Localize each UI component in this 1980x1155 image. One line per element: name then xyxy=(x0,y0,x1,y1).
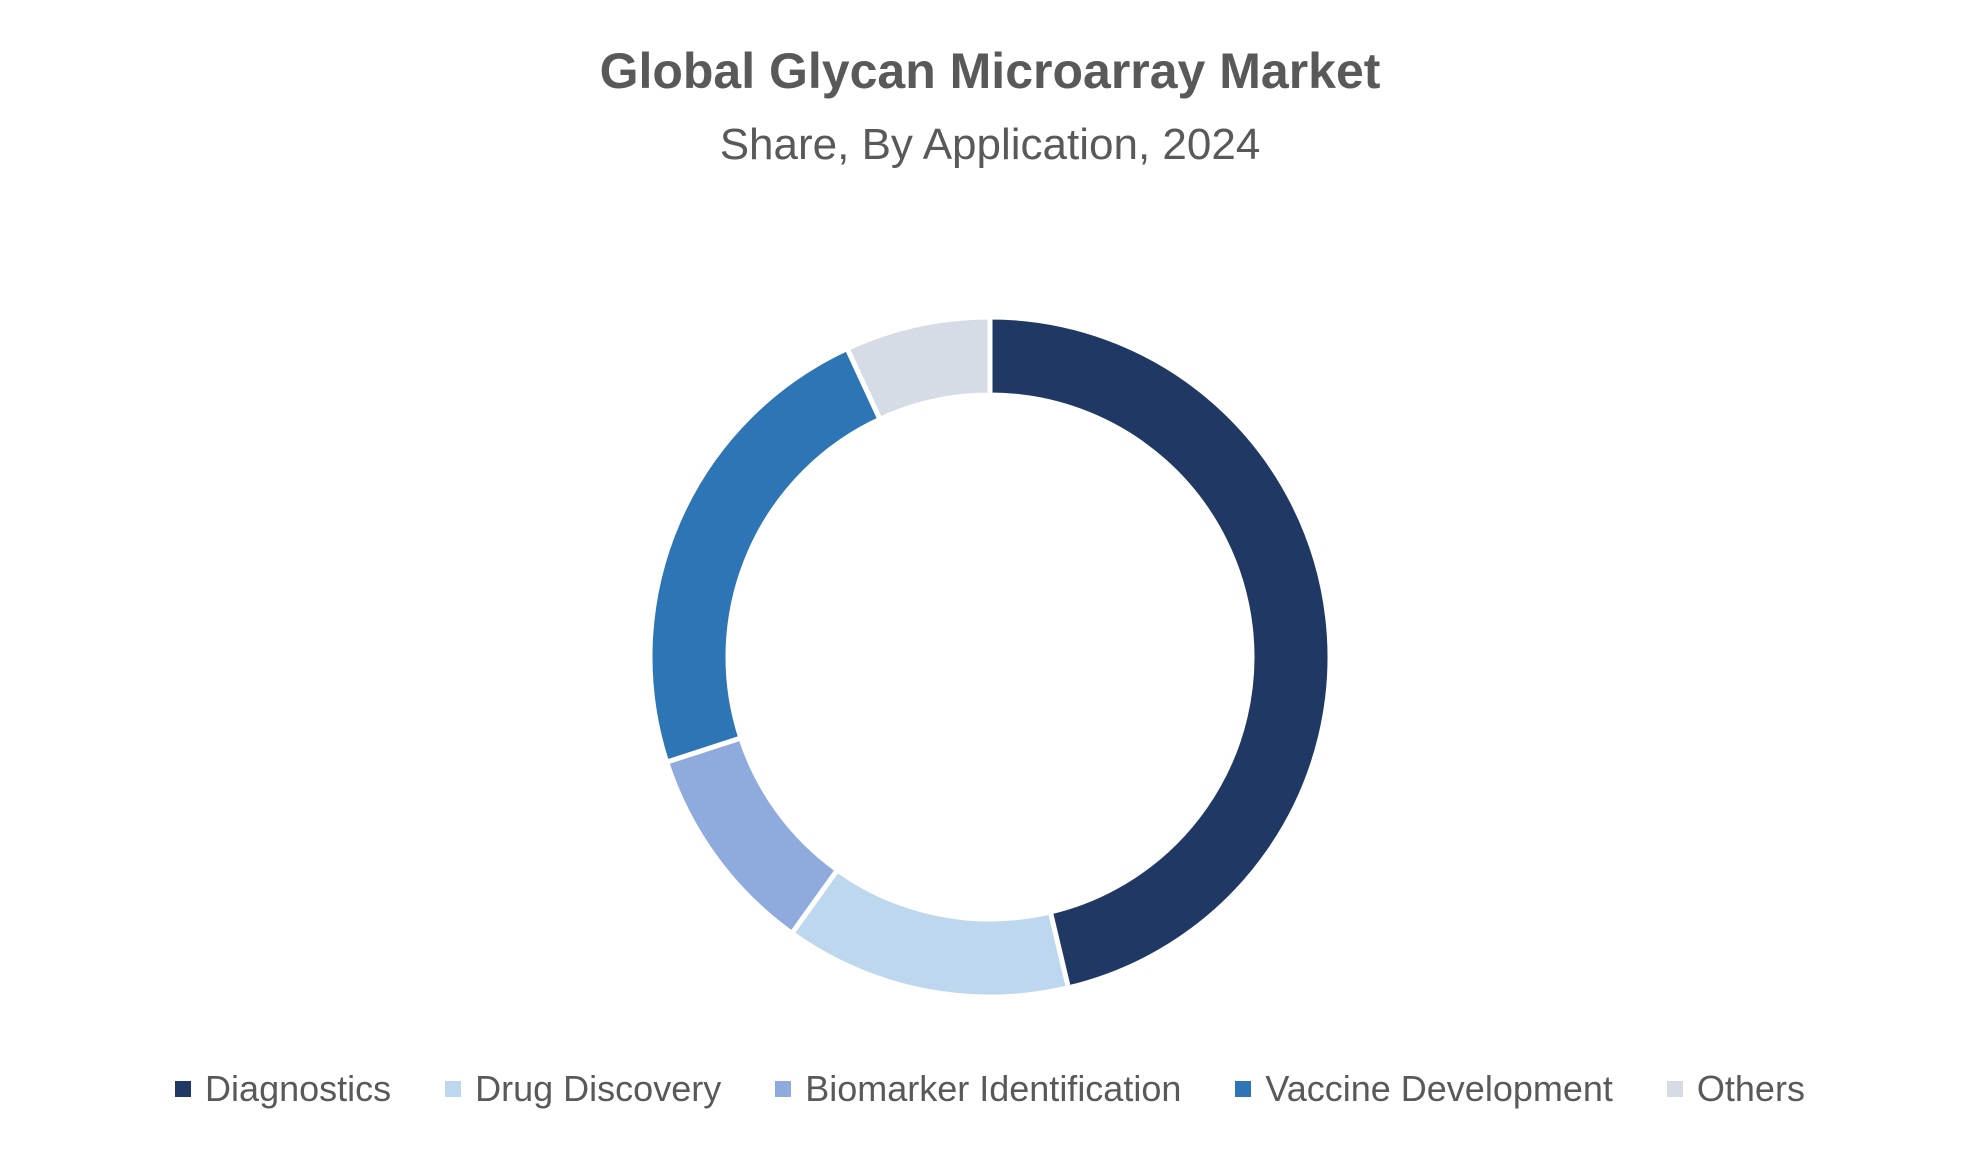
legend-item-drug-discovery: Drug Discovery xyxy=(445,1068,721,1110)
legend-label-others: Others xyxy=(1696,1068,1805,1109)
legend-swatch-others xyxy=(1666,1081,1683,1097)
legend-label-diagnostics: Diagnostics xyxy=(205,1068,392,1109)
donut-slice-biomarker-identification xyxy=(663,734,841,937)
donut-slice-diagnostics xyxy=(987,314,1333,991)
chart-subtitle: Share, By Application, 2024 xyxy=(719,120,1261,169)
legend-item-vaccine-development: Vaccine Development xyxy=(1235,1068,1613,1110)
donut-slice-others xyxy=(843,314,993,423)
legend-label-vaccine-development: Vaccine Development xyxy=(1265,1068,1613,1109)
legend-label-drug-discovery: Drug Discovery xyxy=(475,1068,722,1109)
chart-title: Global Glycan Microarray Market xyxy=(599,43,1381,99)
legend-item-biomarker-identification: Biomarker Identification xyxy=(775,1068,1181,1110)
legend-item-diagnostics: Diagnostics xyxy=(175,1068,391,1110)
legend-swatch-diagnostics xyxy=(175,1081,192,1097)
legend-label-biomarker-identification: Biomarker Identification xyxy=(805,1068,1182,1109)
legend-item-others: Others xyxy=(1666,1068,1805,1110)
donut-slice-drug-discovery xyxy=(788,866,1072,1000)
legend-swatch-vaccine-development xyxy=(1235,1081,1252,1097)
chart-legend: Diagnostics Drug Discovery Biomarker Ident… xyxy=(0,1068,1980,1110)
legend-swatch-drug-discovery xyxy=(445,1081,462,1097)
donut-slice-vaccine-development xyxy=(647,345,884,766)
donut-chart xyxy=(647,314,1333,1000)
legend-swatch-biomarker-identification xyxy=(775,1081,792,1097)
